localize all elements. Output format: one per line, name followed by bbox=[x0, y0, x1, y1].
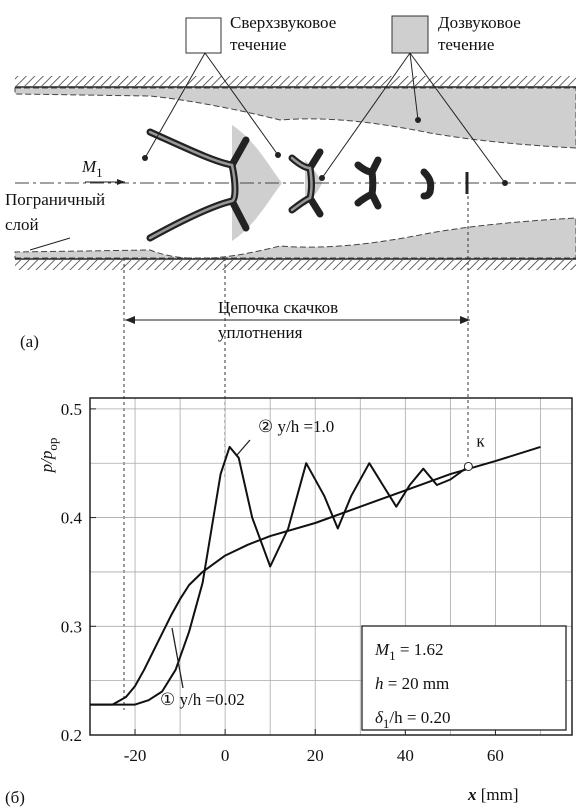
legend-label: Сверхзвуковое bbox=[230, 13, 336, 32]
annotation-value: = 20 mm bbox=[384, 674, 450, 693]
shock-train bbox=[150, 132, 431, 238]
label-arrow bbox=[237, 440, 250, 455]
boundary-layer-label: Пограничный bbox=[5, 190, 105, 209]
legend-label: Дозвуковое bbox=[438, 13, 521, 32]
legend-label: течение bbox=[438, 35, 494, 54]
figure: Сверхзвуковое течение Дозвуковое течение… bbox=[0, 0, 576, 810]
annotation-symbol: h bbox=[375, 674, 384, 693]
wall-top bbox=[15, 76, 576, 86]
wall-bottom bbox=[15, 260, 576, 270]
subscript: 1 bbox=[96, 165, 103, 180]
series-label: ② y/h =1.0 bbox=[258, 417, 334, 436]
annotation-symbol: M bbox=[374, 640, 390, 659]
point-k bbox=[464, 462, 472, 470]
panel-label: (a) bbox=[20, 332, 39, 351]
y-tick-label: 0.4 bbox=[61, 509, 83, 528]
annotation-value: /h = 0.20 bbox=[389, 708, 450, 727]
x-tick-label: 60 bbox=[487, 746, 504, 765]
legend-swatch-supersonic bbox=[186, 18, 221, 53]
annotation-value: = 1.62 bbox=[396, 640, 444, 659]
annotation: h = 20 mm bbox=[375, 674, 449, 693]
arrowhead bbox=[117, 179, 125, 185]
y-tick-label: 0.3 bbox=[61, 617, 82, 636]
panel-label: (б) bbox=[5, 788, 25, 807]
series-label: ① y/h =0.02 bbox=[160, 690, 245, 709]
y-axis-label: p/pор bbox=[37, 438, 60, 474]
label-arrow bbox=[172, 628, 183, 688]
y-tick-label: 0.2 bbox=[61, 726, 82, 745]
x-label-rest: [mm] bbox=[477, 785, 519, 804]
boundary-layer-label: слой bbox=[5, 215, 39, 234]
shock-train-label: Цепочка скачков bbox=[218, 298, 338, 317]
symbol: M bbox=[81, 157, 97, 176]
x-tick-label: 40 bbox=[397, 746, 414, 765]
duct-diagram bbox=[15, 16, 576, 710]
y-label-sub: ор bbox=[45, 438, 60, 451]
y-tick-label: 0.5 bbox=[61, 400, 82, 419]
legend-label: течение bbox=[230, 35, 286, 54]
inflow-label: M1 bbox=[81, 157, 103, 180]
y-label-main: p/p bbox=[37, 451, 56, 474]
shock-train-label: уплотнения bbox=[218, 323, 303, 342]
x-axis-label: x [mm] bbox=[467, 785, 519, 804]
x-tick-label: 20 bbox=[307, 746, 324, 765]
point-k-label: к bbox=[476, 431, 485, 450]
x-tick-label: 0 bbox=[221, 746, 230, 765]
subsonic-region bbox=[15, 88, 576, 148]
x-tick-label: -20 bbox=[124, 746, 147, 765]
x-label-main: x bbox=[467, 785, 477, 804]
subsonic-region bbox=[15, 218, 576, 258]
legend-swatch-subsonic bbox=[392, 16, 428, 53]
